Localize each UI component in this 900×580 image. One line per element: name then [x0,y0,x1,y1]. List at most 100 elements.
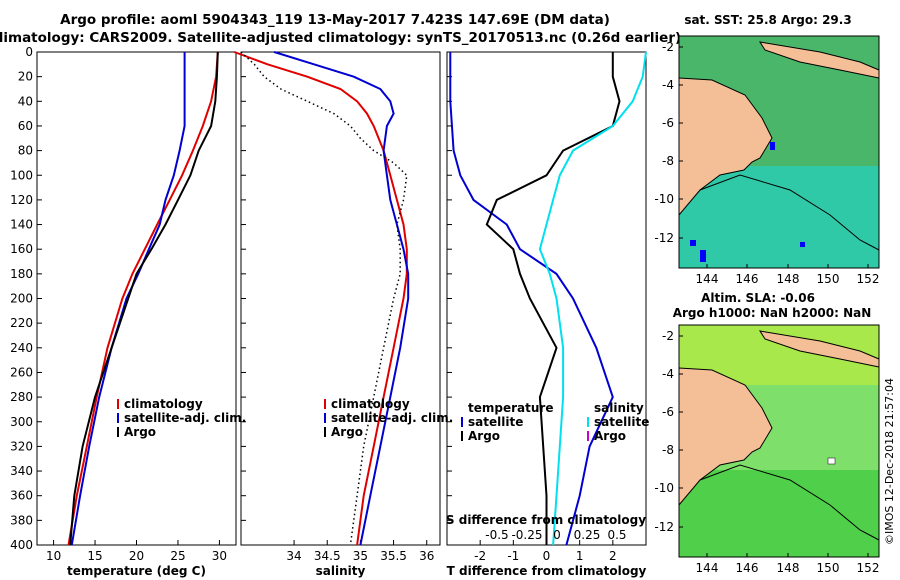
s-tick-label: -0.5 [485,528,508,542]
sst-map [678,35,880,269]
legend-label: satellite [594,415,649,429]
sst-missing-cell [800,242,805,247]
map-y-tick-label: -6 [662,405,674,419]
y-tick-label: 320 [10,439,33,453]
map-y-tick-label: -8 [662,154,674,168]
sla-map [678,324,880,558]
s-tick-label: 0.25 [574,528,601,542]
panel-1: 10 15 20 25 30020406080100120140160180200220… [10,45,246,578]
x-tick-label: 10 [46,549,61,563]
map-x-tick-label: 146 [736,272,759,286]
credit-text: ©IMOS 12-Dec-2018 21:57:04 [883,378,896,545]
legend-label: climatology [331,397,410,411]
map-x-tick-label: 148 [777,561,800,575]
x-tick-label: 35.5 [380,549,407,563]
legend-label: satellite-adj. clim. [331,411,453,425]
sst-land [678,77,773,217]
legend-label: Argo [124,425,156,439]
sla-map-title-line2: Argo h1000: NaN h2000: NaN [673,306,872,320]
title-line2: Climatology: CARS2009. Satellite-adjuste… [0,30,681,46]
y-tick-label: 240 [10,341,33,355]
legend-header-temperature: temperature [468,401,553,415]
x-axis-label: salinity [316,564,366,578]
x-axis-label: T difference from climatology [447,564,647,578]
sst-contour [699,174,880,251]
y-tick-label: 340 [10,464,33,478]
legend-label: Argo [331,425,363,439]
x-tick-label: 34 [286,549,301,563]
sla-land [678,367,773,507]
series-line-argo [240,51,408,546]
x-tick-label: 30 [212,549,227,563]
s-difference-label: S difference from climatology [446,513,646,527]
y-tick-label: 40 [18,94,33,108]
sla-south-ocean [679,470,879,557]
x-tick-label: 15 [87,549,102,563]
y-tick-label: 0 [25,45,33,59]
y-tick-label: 200 [10,292,33,306]
plot-frame [36,51,237,546]
y-tick-label: 120 [10,193,33,207]
panel-3: -2 -1 0 1 2T difference from climatology temp… [446,51,649,578]
map-x-tick-label: 144 [696,272,719,286]
sst-missing-cell [690,240,696,246]
sla-map-yaxis: -2 -4 -6 -8 -10 -12 [654,329,683,534]
sla-map-frame [678,324,880,558]
series-line-argo [69,51,219,546]
y-tick-label: 100 [10,168,33,182]
y-tick-label: 360 [10,489,33,503]
sst-argo-marker [770,142,775,150]
plot-frame [240,51,441,546]
title-line1: Argo profile: aoml 5904343_119 13-May-20… [60,12,610,28]
x-axis-label: temperature (deg C) [67,564,206,578]
y-tick-label: 400 [10,538,33,552]
profile-plots: 10 15 20 25 30020406080100120140160180200220… [10,45,649,578]
x-tick-label: 34.5 [314,549,341,563]
legend-label: satellite-adj. clim. [124,411,246,425]
x-tick-label: 0 [543,549,551,563]
y-tick-label: 20 [18,70,33,84]
sst-map-title: sat. SST: 25.8 Argo: 29.3 [684,13,851,27]
map-x-tick-label: 150 [817,272,840,286]
series-line-satellite-adj-clim- [70,52,186,546]
map-y-tick-label: -2 [662,40,674,54]
legend-header-salinity: salinity [594,401,644,415]
y-tick-label: 220 [10,316,33,330]
y-tick-label: 300 [10,415,33,429]
map-x-tick-label: 148 [777,272,800,286]
series-line-satellite-adj-clim- [273,51,410,546]
sst-missing-cell [700,250,706,262]
legend-label: Argo [468,429,500,443]
sla-map-title-line1: Altim. SLA: -0.06 [701,291,815,305]
s-tick-label: -0.25 [511,528,542,542]
map-y-tick-label: -10 [654,481,674,495]
sla-argo-marker [827,457,836,465]
sla-map-xaxis: 144 146 148 150 152 [696,553,880,575]
s-tick-label: 0.5 [607,528,626,542]
x-tick-label: 2 [609,549,617,563]
plot-frame [446,51,647,546]
y-tick-label: 60 [18,119,33,133]
y-tick-label: 160 [10,242,33,256]
x-tick-label: 35 [353,549,368,563]
map-x-tick-label: 152 [857,561,880,575]
y-tick-label: 380 [10,513,33,527]
x-tick-label: 25 [170,549,185,563]
map-y-tick-label: -12 [654,231,674,245]
sst-map-xaxis: 144 146 148 150 152 [696,264,880,286]
map-y-tick-label: -4 [662,78,674,92]
map-y-tick-label: -4 [662,367,674,381]
x-tick-label: 36 [419,549,434,563]
series-line-t-satellite [449,52,614,546]
legend-label: Argo [594,429,626,443]
legend-label: climatology [124,397,203,411]
map-x-tick-label: 150 [817,561,840,575]
y-tick-label: 80 [18,144,33,158]
series-line-t-argo [485,52,621,545]
map-x-tick-label: 144 [696,561,719,575]
panel-2: 34 34.5 35 35.5 36 salinity climatologysatelli… [234,51,453,578]
sst-map-frame [678,35,880,269]
y-tick-label: 280 [10,390,33,404]
map-x-tick-label: 152 [857,272,880,286]
x-tick-label: -1 [507,549,519,563]
